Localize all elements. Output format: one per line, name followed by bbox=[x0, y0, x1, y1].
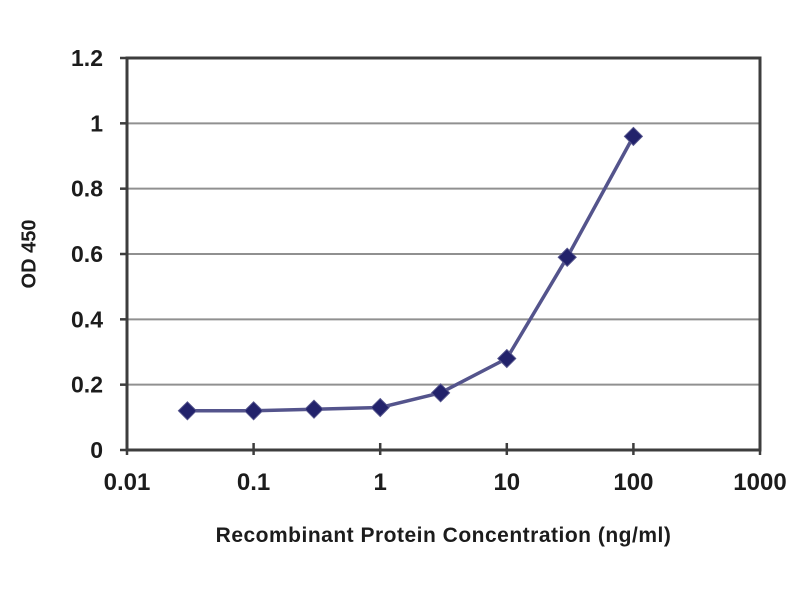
y-tick-label: 1.2 bbox=[71, 45, 103, 71]
data-point-marker bbox=[430, 383, 451, 403]
data-point-marker bbox=[623, 126, 644, 147]
data-point-marker bbox=[304, 399, 324, 419]
y-tick-label: 0 bbox=[90, 437, 103, 463]
y-axis-title: OD 450 bbox=[18, 219, 41, 289]
x-tick-label: 0.1 bbox=[237, 469, 270, 496]
y-tick-label: 0.2 bbox=[71, 372, 103, 398]
x-axis-title: Recombinant Protein Concentration (ng/ml… bbox=[215, 524, 672, 547]
data-point-marker bbox=[370, 397, 390, 418]
y-tick-label: 0.8 bbox=[71, 176, 103, 202]
x-tick-label: 100 bbox=[613, 469, 653, 496]
data-point-marker bbox=[177, 401, 198, 421]
data-point-marker bbox=[243, 401, 264, 421]
data-point-marker bbox=[497, 348, 517, 369]
y-tick-label: 1 bbox=[90, 110, 103, 136]
series-line bbox=[185, 134, 636, 413]
data-point-marker bbox=[557, 247, 577, 267]
x-tick-label: 0.01 bbox=[104, 469, 151, 496]
x-tick-label: 10 bbox=[493, 469, 520, 496]
x-tick-label: 1000 bbox=[733, 469, 786, 496]
y-tick-label: 0.4 bbox=[71, 306, 103, 332]
y-tick-label: 0.6 bbox=[71, 241, 103, 267]
x-tick-label: 1 bbox=[374, 469, 387, 496]
